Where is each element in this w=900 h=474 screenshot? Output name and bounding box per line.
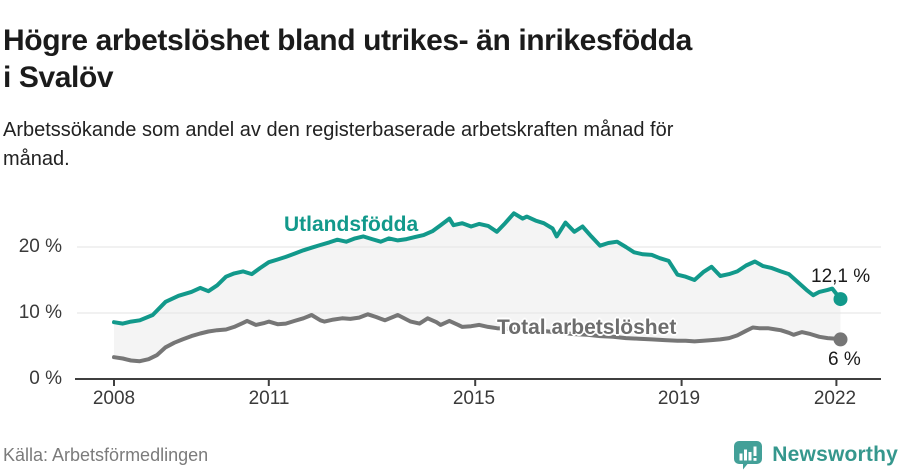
x-tick-label-2008: 2008 [92, 388, 136, 409]
y-tick-label-20: 20 % [18, 236, 62, 257]
newsworthy-logo[interactable]: Newsworthy [733, 440, 898, 470]
y-tick-label-10: 10 % [18, 302, 62, 323]
x-tick-label-2022: 2022 [813, 388, 857, 409]
newsworthy-wordmark: Newsworthy [772, 443, 898, 466]
end-value-total: 6 % [828, 349, 861, 370]
newsworthy-bar-chart-icon [734, 441, 763, 470]
x-tick-label-2015: 2015 [452, 388, 496, 409]
x-tick-label-2011: 2011 [248, 388, 290, 409]
source-attribution: Källa: Arbetsförmedlingen [3, 445, 209, 465]
y-tick-label-0: 0 % [29, 368, 62, 389]
series-label-utlandsfodda: Utlandsfödda [284, 213, 419, 236]
end-value-utlandsfodda: 12,1 % [811, 266, 871, 287]
chart-subtitle: Arbetssökande som andel av den registerb… [3, 119, 674, 170]
x-tick-label-2019: 2019 [657, 388, 701, 409]
series-label-total-arbetsloshet: Total arbetslöshet [497, 316, 677, 339]
chart-title: Högre arbetslöshet bland utrikes- än inr… [3, 24, 692, 95]
